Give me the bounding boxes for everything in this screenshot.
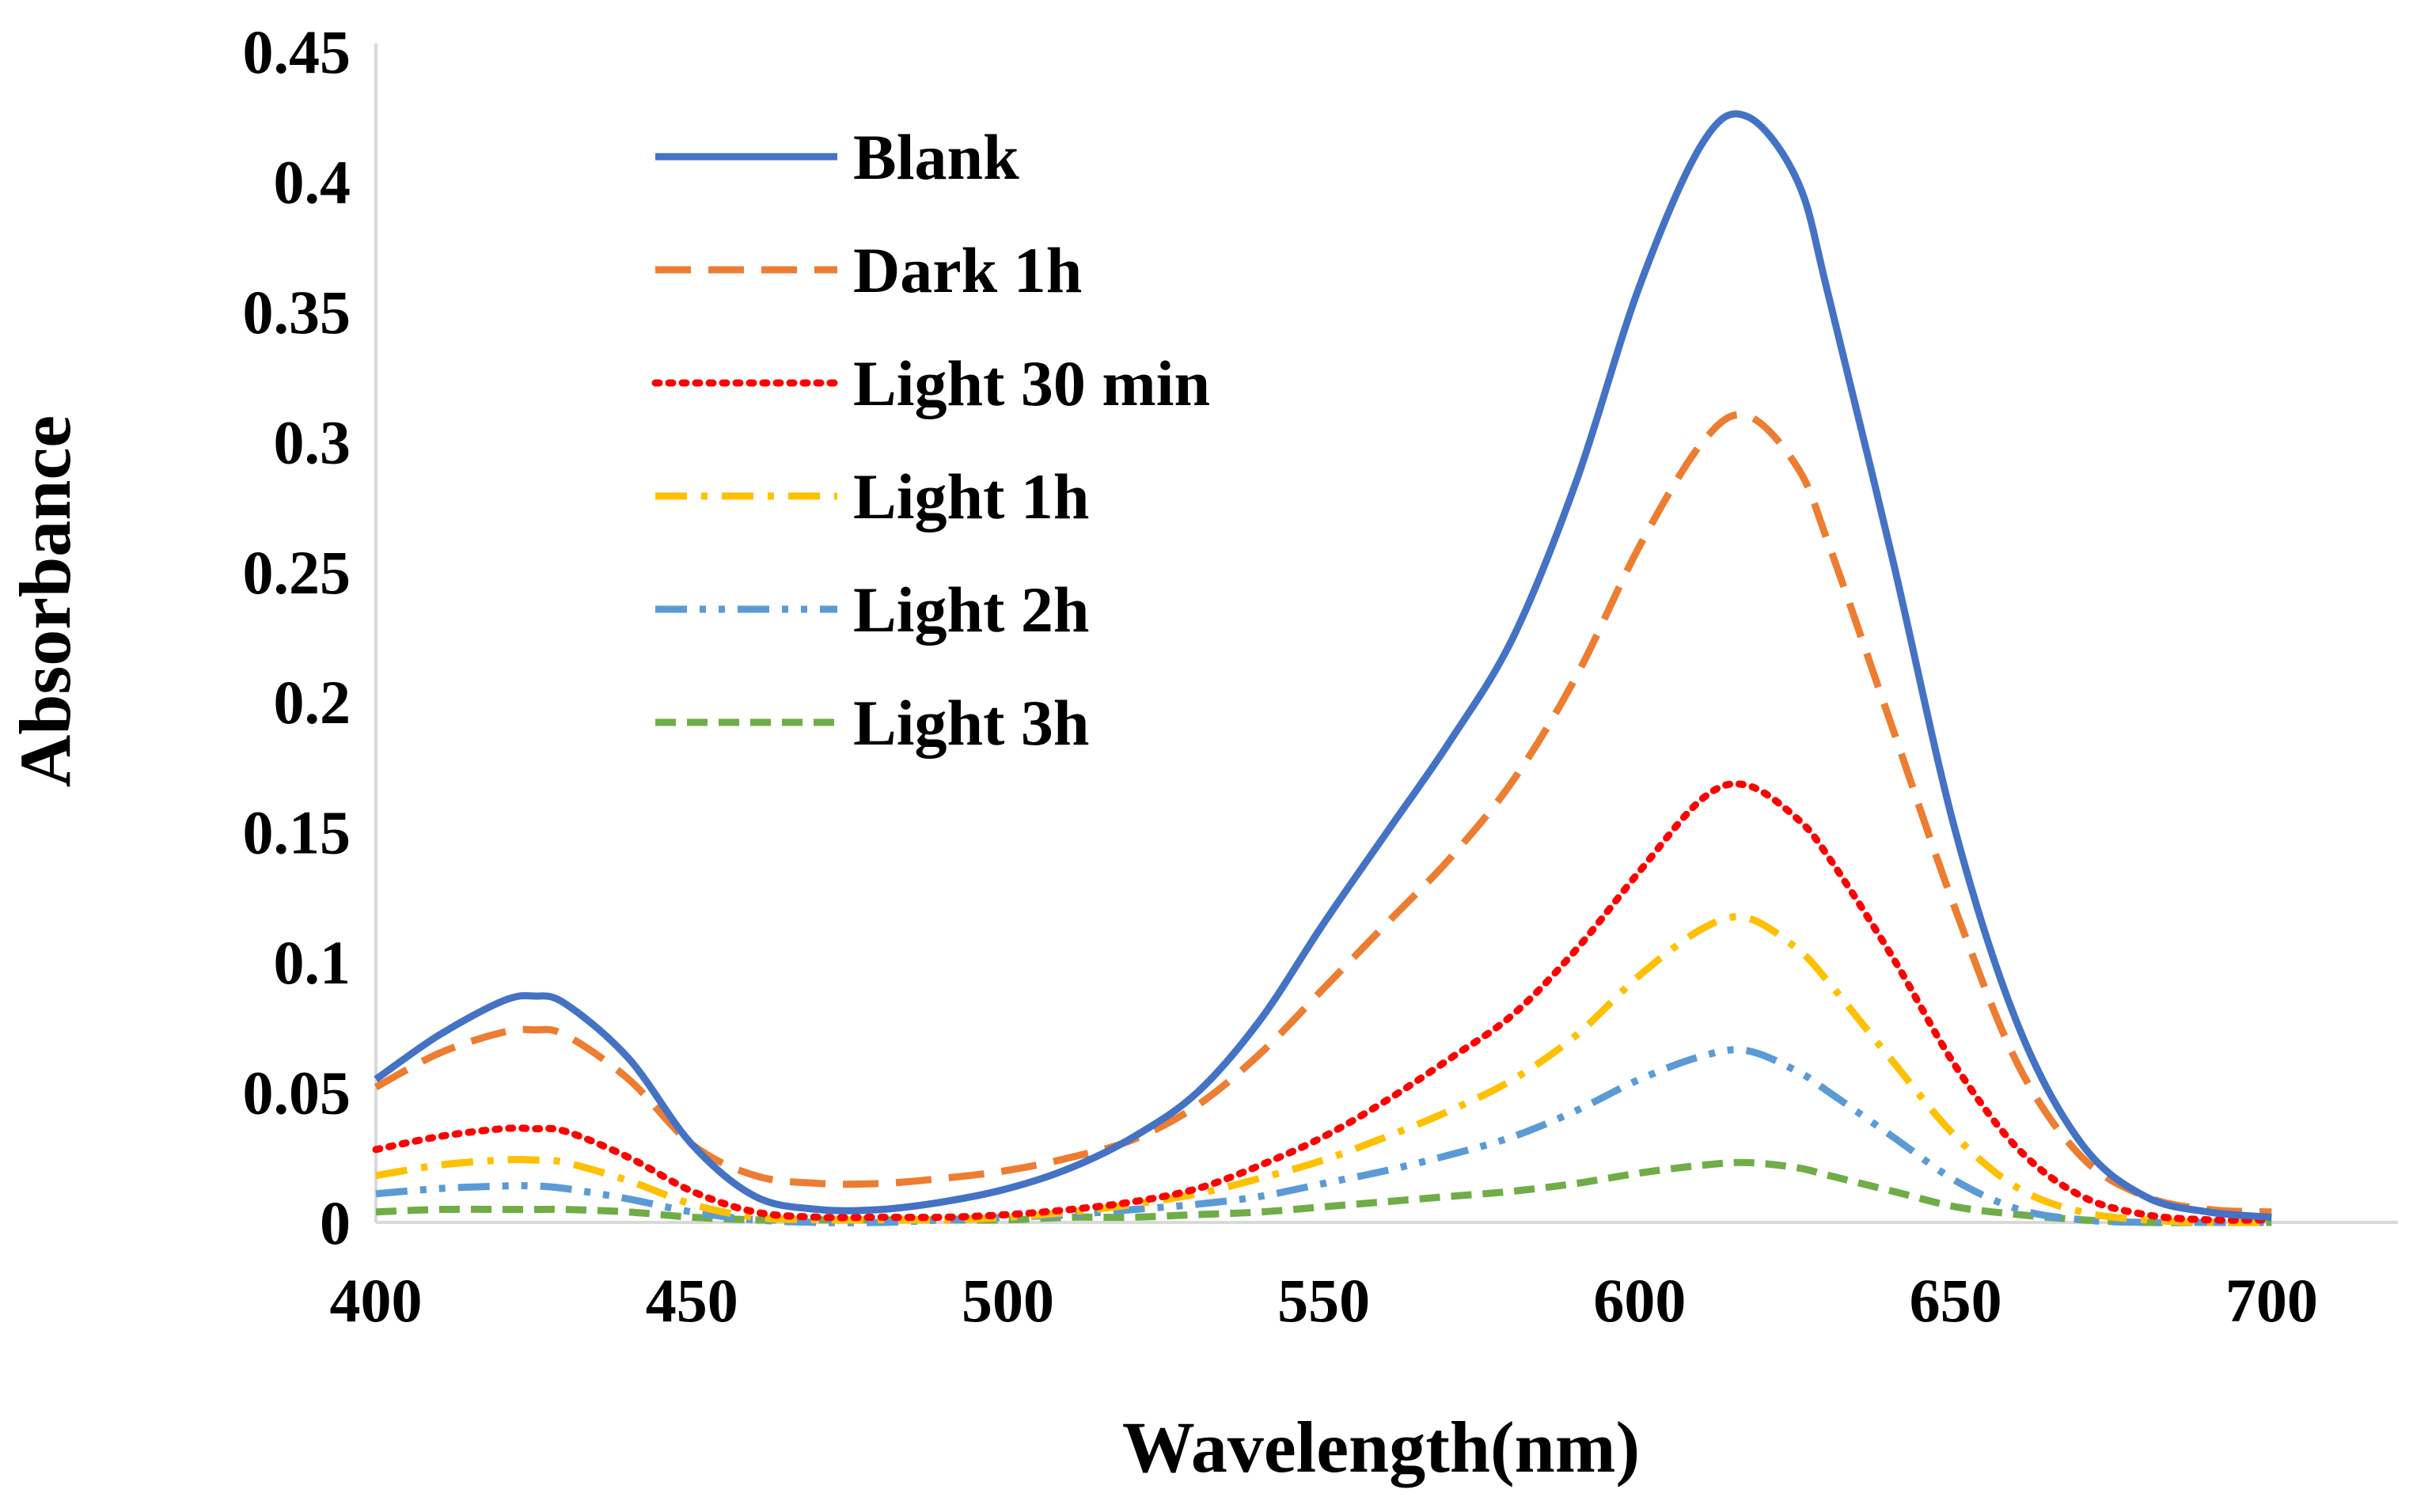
x-axis-title: Wavelength(nm)	[1122, 1407, 1640, 1487]
legend-label: Light 30 min	[853, 347, 1210, 419]
y-tick-label: 0.3	[274, 407, 351, 476]
y-tick-label: 0	[320, 1188, 351, 1257]
series-layer	[372, 110, 2275, 1226]
series-line-dark-1h	[374, 411, 2272, 1216]
y-tick-label: 0.4	[274, 147, 351, 216]
legend-label: Light 2h	[853, 574, 1090, 646]
y-tick-label: 0.2	[274, 668, 351, 737]
x-tick-label: 600	[1593, 1266, 1686, 1335]
series-line-blank	[374, 110, 2272, 1221]
x-tick-label: 650	[1910, 1266, 2002, 1335]
legend-label: Light 3h	[853, 687, 1090, 759]
y-tick-label: 0.25	[243, 538, 351, 607]
legend-label: Blank	[853, 121, 1019, 193]
series-line-light-2h	[375, 1046, 2272, 1226]
legend-label: Dark 1h	[853, 234, 1082, 306]
series-line-light-30-min	[372, 780, 2275, 1224]
x-tick-label: 400	[330, 1266, 423, 1335]
y-tick-label: 0.1	[274, 928, 351, 997]
series-line-light-1h	[375, 913, 2272, 1226]
y-tick-label: 0.15	[243, 798, 351, 867]
x-tick-label: 450	[646, 1266, 738, 1335]
series-line-light-3h	[375, 1158, 2272, 1226]
x-tick-label: 500	[962, 1266, 1054, 1335]
legend: Blank Dark 1h Light 30 min Light 1h Light 2h…	[651, 121, 1210, 759]
axes-layer	[374, 44, 2398, 1224]
y-tick-label: 0.35	[243, 278, 351, 347]
y-axis-title: Absorbance	[5, 415, 85, 787]
tick-labels-layer: 400 450 500 550 600 650 700 0 0.05 0.1 0.15 0.2 0.25…	[243, 17, 2318, 1335]
legend-label: Light 1h	[853, 460, 1090, 532]
y-tick-label: 0.05	[243, 1059, 351, 1127]
x-tick-label: 700	[2225, 1266, 2318, 1335]
x-tick-label: 550	[1277, 1266, 1370, 1335]
y-tick-label: 0.45	[243, 17, 351, 86]
